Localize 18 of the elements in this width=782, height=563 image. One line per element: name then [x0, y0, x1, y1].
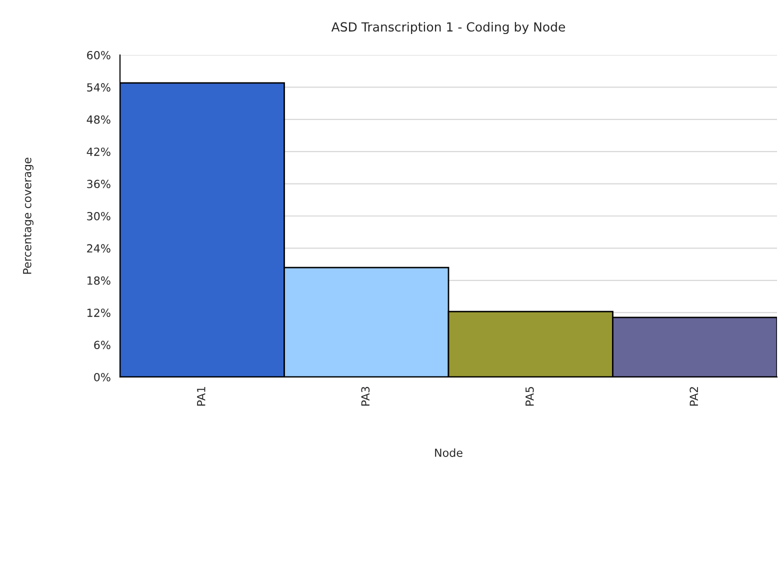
chart-title: ASD Transcription 1 - Coding by Node [331, 22, 566, 34]
x-tick-label: PA2 [690, 387, 698, 406]
y-tick-label: 36% [87, 180, 110, 188]
x-tick-label: PA1 [197, 387, 206, 406]
y-tick-label: 30% [87, 212, 110, 220]
x-tick-label: PA3 [361, 386, 370, 406]
y-tick-label: 48% [86, 115, 110, 124]
y-tick-label: 24% [87, 244, 110, 253]
x-tick-label: PA5 [526, 386, 534, 406]
y-tick-label: 60% [87, 50, 110, 60]
y-tick-label: 6% [94, 340, 110, 350]
y-tick-label: 42% [86, 148, 110, 156]
y-axis-title: Percentage coverage [23, 158, 34, 274]
x-axis-title: Node [435, 448, 462, 457]
y-tick-label: 0% [94, 372, 110, 382]
y-tick-label: 12% [87, 308, 110, 317]
y-tick-label: 18% [87, 276, 110, 285]
y-tick-label: 54% [87, 83, 110, 92]
